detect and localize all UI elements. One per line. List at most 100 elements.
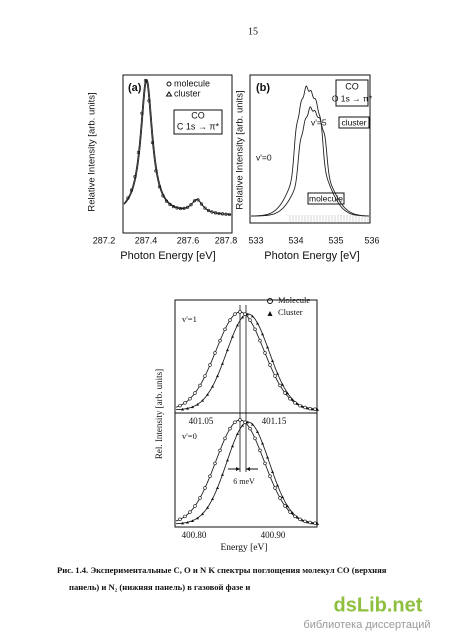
point-marker bbox=[256, 430, 259, 434]
point-marker bbox=[236, 432, 239, 436]
caption-line: панель) и N₂ (нижняя панель) в газовой ф… bbox=[69, 582, 250, 592]
spectrum-curve bbox=[251, 106, 369, 217]
point-marker bbox=[283, 391, 287, 395]
point-marker bbox=[296, 402, 299, 405]
point-marker bbox=[216, 486, 219, 490]
annotation-box bbox=[338, 116, 370, 129]
point-marker bbox=[189, 203, 193, 207]
point-marker bbox=[208, 363, 212, 367]
point-marker bbox=[218, 338, 222, 343]
point-marker bbox=[271, 359, 274, 363]
point-marker bbox=[298, 517, 302, 522]
point-marker bbox=[238, 418, 242, 422]
point-marker bbox=[311, 407, 314, 411]
point-marker bbox=[306, 520, 309, 524]
panel-a-frame bbox=[122, 74, 233, 234]
point-marker bbox=[136, 150, 141, 155]
arrow-head bbox=[236, 467, 250, 471]
watermark-logo: dsLib.net bbox=[334, 594, 423, 616]
x-tick-label: 536 bbox=[364, 235, 379, 245]
point-marker bbox=[273, 486, 277, 490]
point-marker bbox=[196, 403, 199, 406]
x-tick-label: 401.05 bbox=[189, 416, 214, 426]
point-marker bbox=[178, 206, 183, 211]
point-marker bbox=[246, 420, 249, 424]
point-marker bbox=[206, 393, 209, 396]
legend-entry: Cluster bbox=[278, 307, 303, 317]
point-marker bbox=[251, 314, 254, 318]
point-marker bbox=[263, 351, 267, 355]
point-marker bbox=[164, 199, 169, 203]
point-marker bbox=[251, 422, 254, 426]
x-tick-label: 533 bbox=[248, 235, 263, 245]
point-marker bbox=[296, 515, 299, 519]
point-marker bbox=[313, 521, 317, 525]
point-marker bbox=[185, 205, 190, 209]
point-marker bbox=[301, 518, 304, 522]
point-marker bbox=[193, 504, 197, 508]
point-marker bbox=[268, 363, 272, 367]
spectrum-curve bbox=[251, 85, 369, 217]
point-marker bbox=[206, 506, 209, 509]
point-marker bbox=[313, 407, 317, 411]
point-marker bbox=[201, 399, 204, 402]
point-marker bbox=[203, 486, 207, 490]
point-marker bbox=[266, 345, 269, 349]
point-marker bbox=[301, 405, 304, 408]
point-marker bbox=[308, 406, 312, 411]
y-axis-label: Rel. Intensity [arb. units] bbox=[154, 369, 164, 459]
point-marker bbox=[206, 208, 211, 213]
panel-label: (a) bbox=[128, 82, 142, 94]
point-marker bbox=[133, 175, 137, 179]
point-marker bbox=[291, 398, 294, 401]
point-marker bbox=[213, 461, 217, 466]
point-marker bbox=[181, 407, 184, 411]
point-marker bbox=[154, 169, 158, 173]
point-marker bbox=[198, 496, 202, 500]
x-tick-label: 535 bbox=[328, 235, 343, 245]
point-marker bbox=[217, 211, 221, 216]
point-marker bbox=[266, 455, 269, 459]
panel-label: (b) bbox=[256, 82, 270, 94]
point-marker bbox=[224, 212, 228, 216]
point-marker bbox=[281, 495, 284, 499]
point-marker bbox=[181, 521, 184, 525]
point-marker bbox=[306, 406, 309, 410]
annotation: molecule bbox=[309, 193, 343, 203]
point-marker bbox=[281, 383, 284, 386]
point-marker bbox=[147, 99, 151, 103]
point-marker bbox=[311, 521, 314, 525]
point-marker bbox=[196, 516, 199, 520]
point-marker bbox=[221, 473, 224, 476]
point-marker bbox=[246, 312, 249, 316]
point-marker bbox=[316, 408, 319, 411]
legend-marker bbox=[165, 91, 173, 97]
point-marker bbox=[226, 348, 229, 352]
point-marker bbox=[186, 520, 189, 524]
point-marker bbox=[231, 335, 234, 338]
point-marker bbox=[221, 362, 224, 365]
point-marker bbox=[261, 332, 264, 336]
annotation: cluster bbox=[341, 117, 366, 127]
point-marker bbox=[198, 383, 202, 388]
point-marker bbox=[293, 401, 297, 405]
x-axis-label: Energy [eV] bbox=[220, 543, 267, 553]
point-marker bbox=[288, 510, 292, 514]
point-marker bbox=[228, 426, 232, 431]
annotation-box bbox=[335, 79, 369, 107]
point-marker bbox=[150, 141, 155, 145]
point-marker bbox=[211, 497, 214, 501]
point-marker bbox=[143, 78, 148, 83]
point-marker bbox=[271, 470, 274, 473]
point-marker bbox=[226, 458, 229, 462]
point-marker bbox=[216, 374, 219, 378]
point-marker bbox=[178, 517, 182, 522]
point-marker bbox=[157, 185, 162, 189]
point-marker bbox=[188, 510, 192, 514]
page-number: 15 bbox=[248, 26, 258, 37]
point-marker bbox=[241, 424, 244, 427]
caption-line: Рис. 1.4. Экспериментальные C, O и N K с… bbox=[57, 565, 387, 575]
box-text: O 1s → π* bbox=[332, 93, 373, 103]
point-marker bbox=[316, 522, 319, 525]
